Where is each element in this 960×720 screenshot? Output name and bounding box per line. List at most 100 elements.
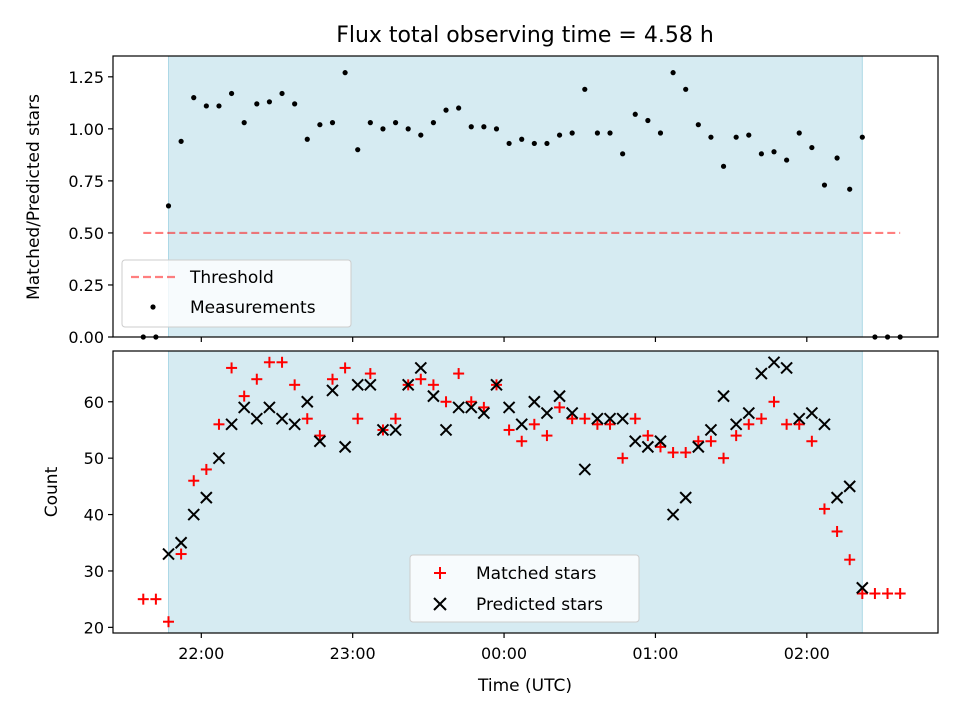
ratio-y-tick-label: 1.25 <box>68 68 104 87</box>
matched-star-point <box>516 435 528 447</box>
predicted-star-point <box>679 491 692 504</box>
matched-star-point <box>213 418 225 430</box>
measurement-point <box>405 126 411 132</box>
measurement-point <box>859 134 865 140</box>
predicted-star-point <box>717 389 730 403</box>
matched-star-point <box>238 390 250 402</box>
matched-star-point <box>730 430 742 442</box>
measurement-point <box>329 120 336 126</box>
measurement-point <box>531 140 537 147</box>
matched-star-point <box>175 548 187 560</box>
legend-predicted-label: Predicted stars <box>476 595 603 615</box>
matched-star-point <box>856 588 868 600</box>
measurement-point <box>317 122 323 128</box>
matched-star-point <box>301 413 313 425</box>
predicted-star-point <box>729 418 743 431</box>
legend-measurements-swatch <box>150 304 156 310</box>
predicted-star-point <box>250 412 264 425</box>
matched-star-point <box>629 413 641 425</box>
predicted-star-point <box>793 412 806 425</box>
count-legend: Matched stars Predicted stars <box>409 554 640 623</box>
predicted-star-point <box>805 406 819 420</box>
matched-star-point <box>263 356 275 368</box>
matched-star-point <box>818 503 830 515</box>
measurement-point <box>342 70 348 76</box>
matched-star-point <box>415 373 427 385</box>
predicted-star-point <box>427 389 440 403</box>
matched-star-point <box>894 588 906 600</box>
predicted-star-point <box>477 406 491 420</box>
measurement-point <box>519 136 525 142</box>
measurement-point <box>582 86 588 92</box>
matched-star-point <box>440 396 452 408</box>
count-y-tick-label: 20 <box>84 618 104 637</box>
legend-predicted-swatch <box>433 597 447 611</box>
matched-star-point <box>642 430 654 442</box>
measurement-point <box>165 203 172 209</box>
measurement-point <box>178 138 184 144</box>
measurement-point <box>632 111 638 117</box>
measurement-point <box>683 86 689 92</box>
measurement-point <box>834 155 840 161</box>
count-legend-box <box>409 554 640 623</box>
measurement-point <box>544 140 550 147</box>
measurement-point <box>594 130 601 136</box>
predicted-star-point <box>389 423 402 437</box>
matched-star-point <box>806 435 818 447</box>
predicted-star-point <box>237 401 251 414</box>
matched-star-point <box>755 413 767 425</box>
measurement-point <box>292 101 298 107</box>
matched-star-point <box>364 368 376 380</box>
ratio-y-tick-label: 0.00 <box>68 328 104 347</box>
matched-star-point <box>831 525 843 537</box>
measurement-point <box>506 140 512 147</box>
predicted-star-point <box>780 361 793 375</box>
predicted-star-point <box>767 356 781 369</box>
measurement-point <box>493 126 500 132</box>
legend-threshold-label: Threshold <box>189 268 274 288</box>
predicted-star-point <box>603 412 617 425</box>
matched-star-point <box>844 554 856 566</box>
predicted-star-point <box>578 463 591 476</box>
matched-star-point <box>768 396 780 408</box>
count-panel: 20 30 40 50 60 22:00 23:00 00:00 01:00 02:00 Cou… <box>42 350 939 696</box>
legend-matched-label: Matched stars <box>476 564 596 584</box>
count-y-axis-label: Count <box>42 466 62 517</box>
count-y-tick-label: 30 <box>84 562 104 581</box>
predicted-star-point <box>187 508 200 521</box>
ratio-y-axis-label: Matched/Predicted stars <box>24 94 44 300</box>
predicted-star-point <box>616 412 629 425</box>
matched-star-point <box>150 593 162 605</box>
matched-star-point <box>478 401 490 413</box>
predicted-star-point <box>225 418 238 431</box>
predicted-star-point <box>439 423 453 437</box>
measurement-point <box>203 103 209 109</box>
matched-star-point <box>251 373 263 385</box>
matched-star-point <box>882 588 894 600</box>
predicted-star-point <box>376 423 390 437</box>
measurement-point <box>809 144 815 151</box>
measurement-point <box>304 136 310 142</box>
predicted-star-point <box>200 491 213 504</box>
matched-star-point <box>781 418 793 430</box>
matched-star-point <box>188 475 200 487</box>
matched-star-point <box>566 413 578 425</box>
ratio-y-tick-label: 1.00 <box>68 120 104 139</box>
predicted-star-point <box>704 423 718 437</box>
measurement-point <box>821 182 828 188</box>
measurement-point <box>456 105 462 111</box>
predicted-star-point <box>629 435 642 448</box>
matched-star-point <box>680 447 692 459</box>
predicted-star-point <box>856 581 869 595</box>
matched-star-point <box>390 413 402 425</box>
ratio-legend-box <box>121 259 352 328</box>
predicted-star-point <box>275 412 289 425</box>
measurement-point <box>266 99 273 105</box>
matched-star-point <box>692 435 704 447</box>
matched-star-point <box>352 413 364 425</box>
predicted-star-point <box>591 412 604 425</box>
predicted-star-point <box>540 406 554 420</box>
measurement-point <box>254 101 260 107</box>
predicted-star-point <box>692 440 705 454</box>
